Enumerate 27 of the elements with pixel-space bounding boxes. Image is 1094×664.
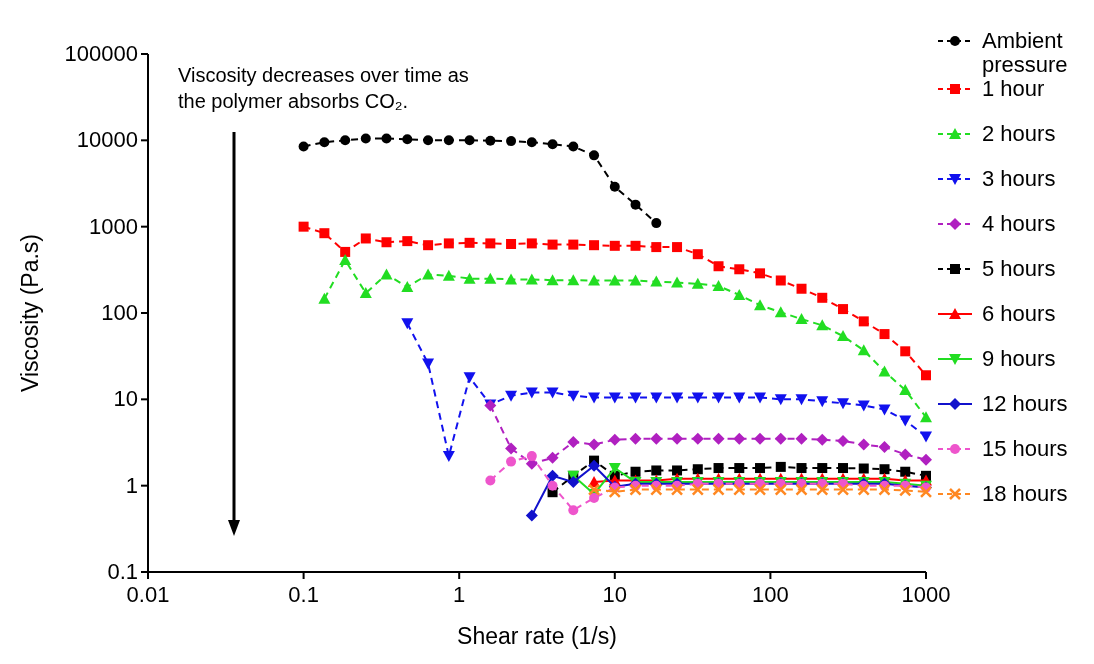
y-tick-label: 1 bbox=[125, 472, 138, 498]
legend-label: 3 hours bbox=[982, 166, 1056, 191]
x-tick-label: 1 bbox=[453, 582, 466, 607]
x-tick-label: 10 bbox=[602, 582, 628, 607]
y-tick-label: 100000 bbox=[64, 41, 138, 66]
x-tick-label: 0.1 bbox=[288, 582, 319, 607]
y-tick-label: 0.1 bbox=[107, 559, 138, 584]
legend-label: 15 hours bbox=[982, 436, 1068, 461]
legend-label: Ambient pressure bbox=[982, 28, 1068, 77]
y-tick-label: 1000 bbox=[89, 213, 138, 239]
x-tick-label: 1000 bbox=[901, 582, 951, 607]
x-tick-label: 0.01 bbox=[126, 582, 170, 607]
x-tick-label: 100 bbox=[752, 582, 789, 607]
legend-label: 18 hours bbox=[982, 481, 1068, 506]
y-axis-title: Viscosity (Pa.s) bbox=[17, 233, 43, 393]
legend-label: 9 hours bbox=[982, 346, 1056, 371]
x-axis-title: Shear rate (1/s) bbox=[457, 623, 617, 649]
y-tick-label: 10000 bbox=[76, 127, 138, 153]
legend-label: 6 hours bbox=[982, 301, 1056, 326]
legend-label: 2 hours bbox=[982, 121, 1056, 146]
y-tick-label: 10 bbox=[113, 386, 138, 412]
legend-label: 4 hours bbox=[982, 211, 1056, 236]
y-tick-label: 100 bbox=[101, 300, 138, 325]
annotation: Viscosity decreases over time as the polymer absorbs CO₂. bbox=[178, 64, 469, 112]
legend-label: 5 hours bbox=[982, 256, 1056, 281]
legend-label: 12 hours bbox=[982, 391, 1068, 416]
legend-label: 1 hour bbox=[982, 76, 1045, 101]
